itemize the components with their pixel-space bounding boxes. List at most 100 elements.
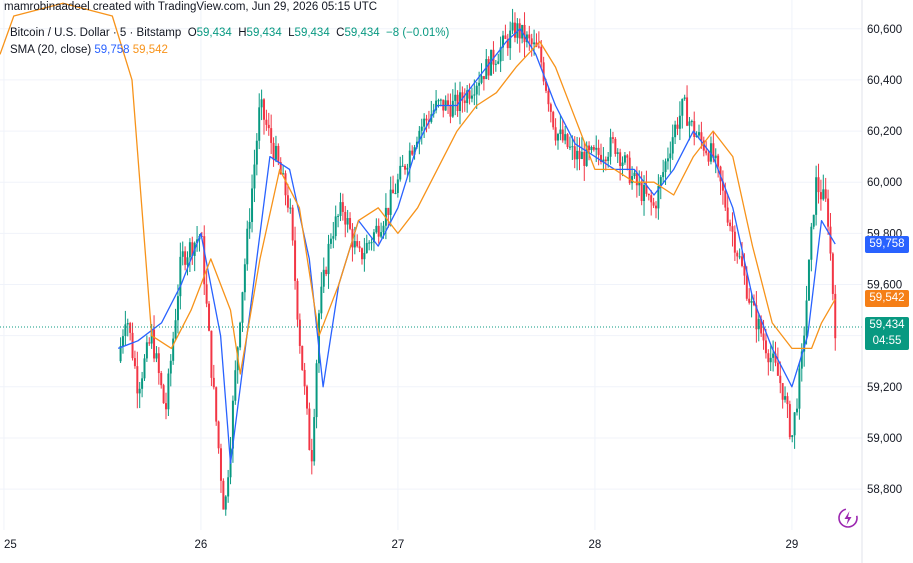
candle [148, 337, 151, 346]
candle [585, 141, 588, 167]
candle [729, 219, 732, 232]
candle [815, 165, 818, 226]
candle [143, 354, 146, 381]
candle [709, 136, 712, 165]
price-axis[interactable]: 58,80059,00059,20059,40059,60059,80060,0… [861, 0, 902, 563]
candle [528, 25, 531, 51]
candle [757, 312, 760, 342]
candle [337, 213, 340, 228]
candle [652, 197, 655, 209]
candle [463, 88, 466, 112]
candle [478, 71, 481, 96]
x-tick-label: 26 [195, 539, 208, 551]
sma-fast-line [117, 28, 836, 465]
sma-slow-line [0, 2, 836, 375]
candle [322, 257, 325, 294]
candle [497, 53, 500, 65]
candle [208, 301, 211, 332]
candle [224, 495, 227, 516]
candle [138, 381, 141, 409]
candle [420, 118, 423, 145]
candle [678, 101, 681, 141]
candle [647, 193, 650, 201]
candle [243, 258, 246, 301]
candle [349, 212, 352, 231]
candle [686, 85, 689, 127]
time-axis[interactable]: 25 26 27 28 29 [4, 539, 798, 551]
candle [332, 221, 335, 249]
candle [822, 174, 825, 201]
candle [549, 102, 552, 123]
candle [456, 90, 459, 117]
candle [693, 111, 696, 146]
candle [399, 156, 402, 182]
candle [191, 236, 194, 265]
candle [129, 321, 132, 341]
candle [258, 93, 261, 150]
candle [748, 288, 751, 305]
candle [270, 114, 273, 155]
candle [650, 189, 653, 216]
candle [470, 87, 473, 103]
candle [423, 113, 426, 138]
candle [227, 469, 230, 503]
candle [518, 18, 521, 53]
candle [327, 234, 330, 289]
candle [408, 142, 411, 183]
candle [267, 112, 270, 136]
candle [674, 120, 677, 145]
y-tick-label: 60,200 [867, 126, 902, 138]
y-tick-label: 60,000 [867, 177, 902, 189]
y-tick-label: 59,600 [867, 280, 902, 292]
candle [133, 350, 136, 369]
candle [621, 156, 624, 177]
candle [313, 408, 316, 466]
candle [800, 343, 803, 382]
candle [262, 98, 265, 135]
candle [564, 126, 567, 145]
candle [186, 251, 189, 276]
candle [597, 139, 600, 166]
candle [485, 48, 488, 80]
candle [755, 291, 758, 343]
candle [547, 86, 550, 112]
candle [289, 198, 292, 214]
candle [172, 331, 175, 365]
tradingview-logo-icon[interactable] [836, 506, 860, 530]
candle [317, 309, 320, 373]
sma-legend[interactable]: SMA (20, close) 59,758 59,542 [10, 43, 168, 57]
x-tick-label: 29 [786, 539, 799, 551]
candle [219, 443, 222, 493]
candle [301, 345, 304, 371]
candle [358, 241, 361, 253]
candle [282, 165, 285, 175]
candle [274, 135, 277, 163]
candle [827, 189, 830, 235]
candle [169, 354, 172, 387]
candle [215, 386, 218, 426]
candle [681, 98, 684, 129]
candle [767, 349, 770, 376]
candle [573, 136, 576, 169]
candle [475, 82, 478, 110]
candle [325, 266, 328, 277]
sma-fast-price-tag: 59,758 [865, 236, 909, 253]
candle [733, 225, 736, 261]
candle [583, 142, 586, 181]
candle [308, 402, 311, 451]
candle [623, 151, 626, 165]
open-label: O [187, 27, 197, 39]
candle [523, 12, 526, 58]
candle [812, 214, 815, 230]
y-tick-label: 60,400 [867, 75, 902, 87]
countdown-value: 04:55 [872, 335, 902, 347]
candle [119, 337, 122, 363]
candle [155, 346, 158, 363]
symbol-legend[interactable]: Bitcoin / U.S. Dollar · 5 · Bitstamp O59… [10, 26, 449, 40]
candle [121, 329, 124, 354]
candle [781, 383, 784, 409]
candle [272, 137, 275, 167]
close-label: C [336, 27, 345, 39]
candle [394, 183, 397, 195]
